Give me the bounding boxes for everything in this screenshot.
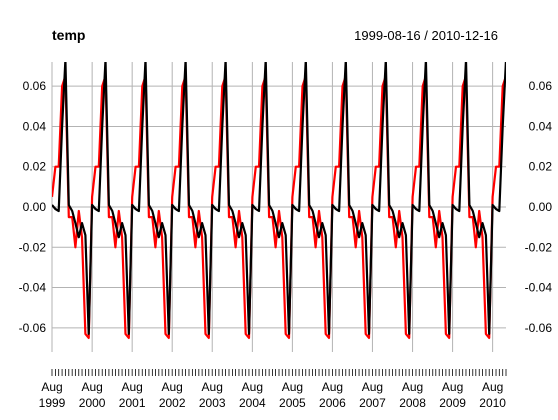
- x-tick-label-month: Aug: [41, 380, 62, 394]
- x-tick-label-month: Aug: [282, 380, 303, 394]
- x-tick-label-year: 2010: [479, 396, 506, 410]
- y-tick-label-right: -0.06: [525, 321, 553, 335]
- x-tick-label-month: Aug: [162, 380, 183, 394]
- x-tick-label-year: 2009: [439, 396, 466, 410]
- y-tick-label-right: 0.02: [529, 160, 553, 174]
- x-tick-label-year: 2004: [239, 396, 266, 410]
- x-tick-label-year: 2000: [79, 396, 106, 410]
- x-tick-label-month: Aug: [362, 380, 383, 394]
- x-tick-label-month: Aug: [442, 380, 463, 394]
- x-tick-label-month: Aug: [322, 380, 343, 394]
- x-tick-label-month: Aug: [81, 380, 102, 394]
- x-tick-label-year: 2003: [199, 396, 226, 410]
- x-tick-label-year: 2007: [359, 396, 386, 410]
- x-tick-label-year: 2005: [279, 396, 306, 410]
- x-tick-label-month: Aug: [242, 380, 263, 394]
- grid-layer: [51, 62, 506, 352]
- x-tick-label-year: 2008: [399, 396, 426, 410]
- series-layer: [52, 62, 506, 339]
- y-tick-label-left: -0.06: [19, 321, 47, 335]
- series-line-red: [52, 74, 506, 339]
- axis-layer: 0.06 0.06 0.04 0.04 0.02 0.02 0.00 0.00 -0.02 -0.…: [19, 79, 553, 410]
- x-tick-label-year: 2006: [319, 396, 346, 410]
- date-range-label: 1999-08-16 / 2010-12-16: [354, 28, 498, 43]
- y-tick-label-right: -0.04: [525, 281, 553, 295]
- x-tick-label-year: 1999: [39, 396, 66, 410]
- x-tick-label-year: 2001: [119, 396, 146, 410]
- chart-title: temp: [52, 27, 86, 43]
- x-tick-label-year: 2002: [159, 396, 186, 410]
- y-tick-label-right: 0.04: [529, 119, 553, 133]
- x-tick-label-month: Aug: [202, 380, 223, 394]
- x-tick-label-month: Aug: [121, 380, 142, 394]
- x-tick-label-month: Aug: [402, 380, 423, 394]
- x-tick-label-month: Aug: [482, 380, 503, 394]
- y-tick-label-left: -0.04: [19, 281, 47, 295]
- y-tick-label-left: 0.02: [23, 160, 47, 174]
- y-tick-label-right: -0.02: [525, 240, 553, 254]
- series-line-black: [52, 62, 506, 335]
- y-tick-label-left: 0.06: [23, 79, 47, 93]
- y-tick-label-left: -0.02: [19, 240, 47, 254]
- y-tick-label-left: 0.00: [23, 200, 47, 214]
- y-tick-label-left: 0.04: [23, 119, 47, 133]
- y-tick-label-right: 0.06: [529, 79, 553, 93]
- y-tick-label-right: 0.00: [529, 200, 553, 214]
